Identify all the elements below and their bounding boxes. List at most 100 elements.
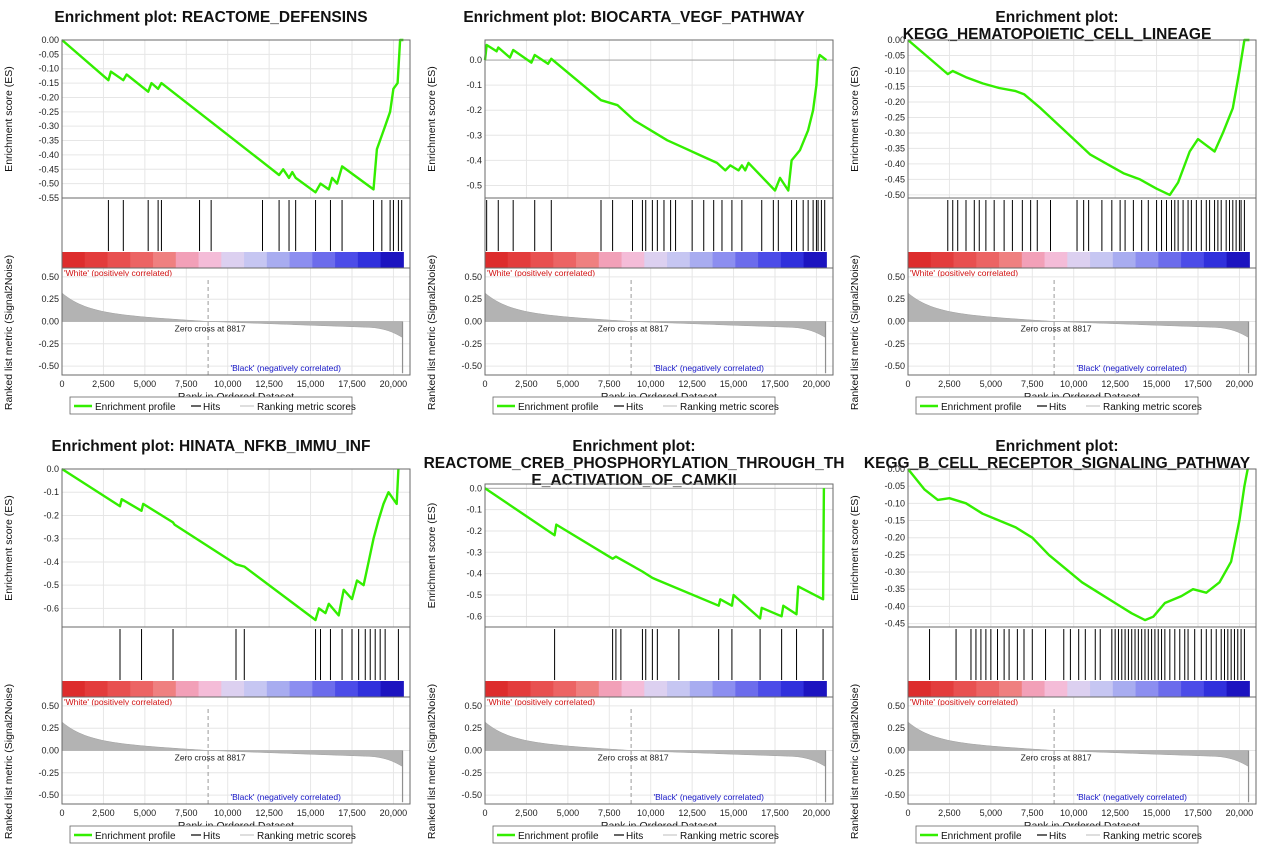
legend-box xyxy=(69,396,353,415)
es-tick-label: -0.05 xyxy=(884,50,905,60)
heatmap-segment xyxy=(289,252,313,268)
heatmap-segment xyxy=(175,681,200,697)
metric-frame xyxy=(907,696,1257,805)
legend-hits: Hits xyxy=(203,831,220,842)
x-tick-label: 20,000 xyxy=(380,379,408,389)
heatmap-segment xyxy=(1112,252,1137,268)
enrichment-plot-3: Enrichment plot: KEGG_HEMATOPOIETIC_CELL_… xyxy=(846,0,1268,428)
x-tick-label: 15,000 xyxy=(720,379,748,389)
metric-y-axis-label: Ranked list metric (Signal2Noise) xyxy=(3,684,15,839)
es-tick-label: -0.25 xyxy=(884,112,905,122)
x-tick-label: 12,500 xyxy=(678,808,706,818)
es-tick-label: -0.10 xyxy=(884,498,905,508)
es-frame xyxy=(61,39,411,199)
legend-enrichment-profile: Enrichment profile xyxy=(941,402,1022,413)
heatmap-segment xyxy=(244,252,268,268)
heatmap-segment xyxy=(621,252,645,268)
heatmap-segment xyxy=(266,252,291,268)
heatmap-segment xyxy=(357,252,382,268)
heatmap-segment xyxy=(644,252,668,268)
metric-tick-label: -0.50 xyxy=(38,790,59,800)
heatmap-segment xyxy=(598,252,623,268)
legend-box xyxy=(915,825,1199,844)
es-tick-label: -0.35 xyxy=(38,136,59,146)
legend-box xyxy=(69,825,353,844)
heatmap-segment xyxy=(908,681,932,697)
heatmap-segment xyxy=(621,681,645,697)
enrichment-plot-6: Enrichment plot: KEGG_B_CELL_RECEPTOR_SIG… xyxy=(846,429,1268,857)
legend-hits: Hits xyxy=(626,402,643,413)
heatmap-segment xyxy=(153,252,177,268)
x-tick-label: 7,500 xyxy=(598,379,621,389)
heatmap-segment xyxy=(485,252,509,268)
heatmap-segment xyxy=(712,252,736,268)
es-tick-label: -0.2 xyxy=(466,105,482,115)
ranking-metric-area xyxy=(61,721,403,767)
heatmap-segment xyxy=(335,681,359,697)
x-tick-label: 0 xyxy=(905,808,910,818)
heatmap-segment xyxy=(357,681,382,697)
x-tick-label: 7,500 xyxy=(1021,379,1044,389)
metric-tick-label: 0.50 xyxy=(887,701,905,711)
legend-hits: Hits xyxy=(626,831,643,842)
heatmap-segment xyxy=(266,681,291,697)
x-tick-label: 17,500 xyxy=(338,808,366,818)
x-tick-label: 15,000 xyxy=(297,808,325,818)
heatmap-segment xyxy=(130,252,154,268)
es-tick-label: -0.4 xyxy=(43,557,59,567)
metric-frame xyxy=(907,267,1257,376)
es-tick-label: -0.5 xyxy=(466,180,482,190)
heatmap-segment xyxy=(803,252,827,268)
metric-tick-label: 0.25 xyxy=(41,294,59,304)
heatmap-segment xyxy=(1044,252,1068,268)
negative-correlated-label: 'Black' (negatively correlated) xyxy=(1076,792,1187,802)
ranking-metric-area xyxy=(484,721,826,767)
x-tick-label: 2,500 xyxy=(92,379,115,389)
x-tick-label: 2,500 xyxy=(938,808,961,818)
legend-hits: Hits xyxy=(203,402,220,413)
heatmap-segment xyxy=(335,252,359,268)
es-y-axis-label: Enrichment score (ES) xyxy=(849,495,861,601)
metric-tick-label: -0.25 xyxy=(884,768,905,778)
es-y-axis-label: Enrichment score (ES) xyxy=(3,66,15,172)
heatmap-segment xyxy=(1044,681,1068,697)
enrichment-plot-4: Enrichment plot: HINATA_NFKB_IMMU_INF 0.0… xyxy=(0,429,422,857)
heatmap-segment xyxy=(62,681,86,697)
ranking-metric-area xyxy=(484,292,826,338)
chart-svg: Enrichment plot: REACTOME_DEFENSINS 0.00 -… xyxy=(3,9,411,415)
heatmap-segment xyxy=(976,252,1000,268)
heatmap-segment xyxy=(667,681,691,697)
es-y-axis-label: Enrichment score (ES) xyxy=(3,495,15,601)
metric-y-axis-label: Ranked list metric (Signal2Noise) xyxy=(426,684,438,839)
x-tick-label: 12,500 xyxy=(678,379,706,389)
es-tick-label: 0.0 xyxy=(469,483,482,493)
heatmap-segment xyxy=(1090,252,1114,268)
heatmap-segment xyxy=(530,681,554,697)
legend-box xyxy=(915,396,1199,415)
es-tick-label: -0.05 xyxy=(38,49,59,59)
legend-enrichment-profile: Enrichment profile xyxy=(518,402,599,413)
heatmap-segment xyxy=(780,681,805,697)
es-tick-label: -0.35 xyxy=(884,143,905,153)
x-tick-label: 5,000 xyxy=(980,379,1003,389)
heatmap-segment xyxy=(485,681,509,697)
chart-title: KEGG_B_CELL_RECEPTOR_SIGNALING_PATHWAY xyxy=(864,455,1251,472)
heatmap-segment xyxy=(1135,681,1159,697)
positive-correlated-label: 'White' (positively correlated) xyxy=(64,697,172,707)
es-tick-label: -0.20 xyxy=(38,92,59,102)
chart-title: Enrichment plot: REACTOME_DEFENSINS xyxy=(54,9,367,26)
chart-title: Enrichment plot: xyxy=(995,438,1118,455)
heatmap-segment xyxy=(1021,252,1046,268)
heatmap-segment xyxy=(1021,681,1046,697)
x-tick-label: 17,500 xyxy=(1184,808,1212,818)
metric-tick-label: 0.50 xyxy=(887,272,905,282)
es-frame xyxy=(484,483,834,628)
chart-title: E_ACTIVATION_OF_CAMKII xyxy=(531,472,736,489)
metric-tick-label: 0.00 xyxy=(464,317,482,327)
negative-correlated-label: 'Black' (negatively correlated) xyxy=(230,363,341,373)
heatmap-segment xyxy=(1226,252,1250,268)
metric-tick-label: -0.50 xyxy=(461,361,482,371)
ranking-metric-area xyxy=(907,292,1249,338)
x-tick-label: 2,500 xyxy=(515,379,538,389)
chart-title: Enrichment plot: BIOCARTA_VEGF_PATHWAY xyxy=(463,9,805,26)
